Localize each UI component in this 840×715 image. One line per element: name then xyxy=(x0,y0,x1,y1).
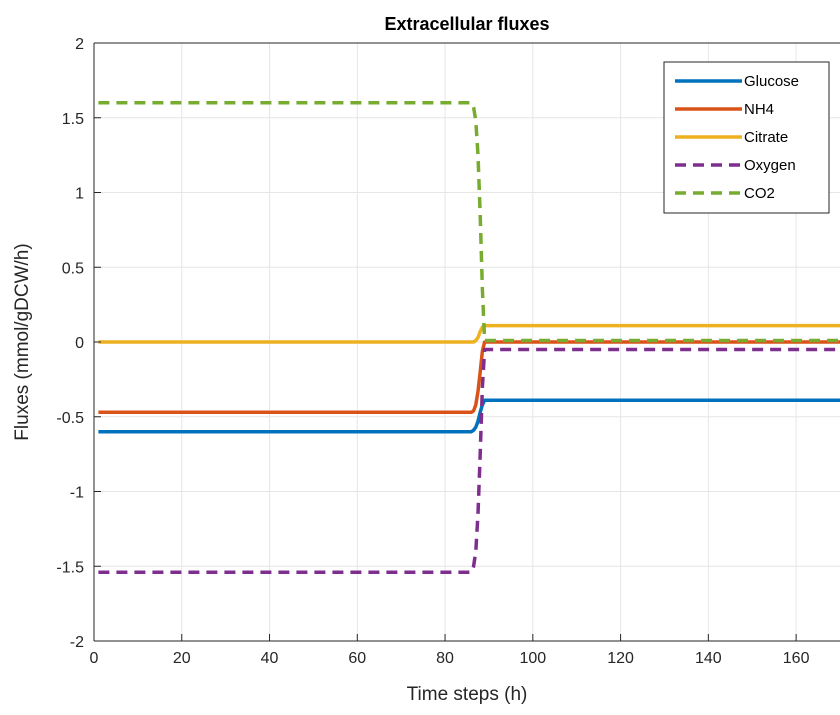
y-tick-label: -1 xyxy=(70,485,84,502)
x-tick-label: 40 xyxy=(261,650,279,667)
legend-label: CO2 xyxy=(744,185,775,202)
ticks: 0 20 40 60 80 100 120 140 160 -2 -1.5 -1 -0.5 0 0.5 1 1.… xyxy=(56,36,809,667)
x-tick-label: 60 xyxy=(348,650,366,667)
x-tick-label: 0 xyxy=(90,650,99,667)
x-tick-label: 80 xyxy=(436,650,454,667)
legend-label: Glucose xyxy=(744,73,799,90)
x-tick-label: 20 xyxy=(173,650,191,667)
series-line-glucose xyxy=(98,398,840,434)
y-tick-label: 0.5 xyxy=(62,260,84,277)
series-line-oxygen xyxy=(98,347,840,574)
x-tick-label: 140 xyxy=(695,650,722,667)
series-lines xyxy=(98,101,840,574)
y-tick-label: -2 xyxy=(70,634,84,651)
y-tick-label: 1 xyxy=(75,186,84,203)
x-axis-title: Time steps (h) xyxy=(407,684,528,705)
x-tick-label: 160 xyxy=(783,650,810,667)
chart-title: Extracellular fluxes xyxy=(384,14,549,34)
y-tick-label: 2 xyxy=(75,36,84,53)
y-tick-label: 1.5 xyxy=(62,111,84,128)
x-tick-label: 100 xyxy=(519,650,546,667)
legend: Glucose NH4 Citrate Oxygen CO2 xyxy=(663,61,830,214)
x-tick-label: 120 xyxy=(607,650,634,667)
series-line-co2 xyxy=(98,101,840,343)
y-tick-label: -1.5 xyxy=(56,559,84,576)
legend-label: NH4 xyxy=(744,101,774,118)
y-tick-label: -0.5 xyxy=(56,410,84,427)
series-line-nh4 xyxy=(98,340,840,415)
y-tick-label: 0 xyxy=(75,335,84,352)
y-axis-title: Fluxes (mmol/gDCW/h) xyxy=(12,243,33,440)
legend-label: Oxygen xyxy=(744,157,796,174)
legend-label: Citrate xyxy=(744,129,788,146)
